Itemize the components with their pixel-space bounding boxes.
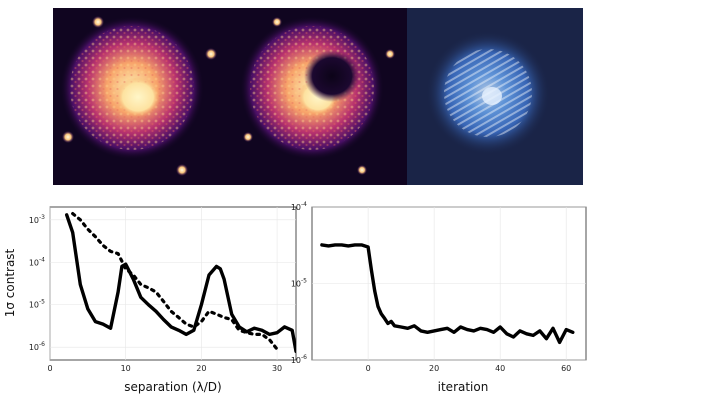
y-tick-label: 10-6 bbox=[29, 341, 45, 352]
plot-1-x-ticks: 0 10 20 30 bbox=[47, 364, 282, 373]
series-line-0 bbox=[64, 213, 296, 353]
plot-2-x-ticks: 0 20 40 60 bbox=[366, 364, 572, 373]
plot-1-xlabel: separation (λ/D) bbox=[124, 380, 221, 394]
x-tick-label: 10 bbox=[121, 364, 131, 373]
y-tick-label: 10-5 bbox=[291, 278, 307, 289]
y-tick-label: 10-4 bbox=[29, 256, 45, 267]
image-panel-3 bbox=[407, 8, 583, 185]
plot-1-ylabel: 1σ contrast bbox=[3, 248, 17, 317]
contrast-vs-iteration-plot: 0 20 40 60 10-4 10-5 10-6 iteration bbox=[291, 201, 587, 394]
x-tick-label: 30 bbox=[272, 364, 282, 373]
y-tick-label: 10-5 bbox=[29, 299, 45, 310]
x-tick-label: 20 bbox=[196, 364, 206, 373]
plot-2-series bbox=[320, 243, 575, 345]
plot-1-grid bbox=[49, 207, 296, 360]
x-tick-label: 0 bbox=[47, 364, 52, 373]
y-tick-label: 10-3 bbox=[29, 214, 45, 225]
plot-2-xlabel: iteration bbox=[438, 380, 489, 394]
x-tick-label: 40 bbox=[495, 364, 505, 373]
contrast-vs-separation-plot: 0 10 20 30 10-3 10-4 10-5 10-6 separation (λ/D… bbox=[3, 206, 297, 394]
plot-2-grid bbox=[312, 206, 586, 361]
series-line-1 bbox=[71, 212, 279, 351]
x-tick-label: 20 bbox=[429, 364, 439, 373]
x-tick-label: 0 bbox=[366, 364, 371, 373]
plot-1-y-ticks: 10-3 10-4 10-5 10-6 bbox=[29, 214, 45, 352]
y-tick-label: 10-4 bbox=[291, 201, 307, 212]
plot-2-y-ticks: 10-4 10-5 10-6 bbox=[291, 201, 307, 365]
plot-1-series bbox=[64, 212, 296, 353]
image-panel-1 bbox=[53, 8, 231, 185]
series-line-0 bbox=[320, 243, 575, 345]
image-panel-2 bbox=[231, 8, 407, 185]
x-tick-label: 60 bbox=[561, 364, 571, 373]
y-tick-label: 10-6 bbox=[291, 354, 307, 365]
